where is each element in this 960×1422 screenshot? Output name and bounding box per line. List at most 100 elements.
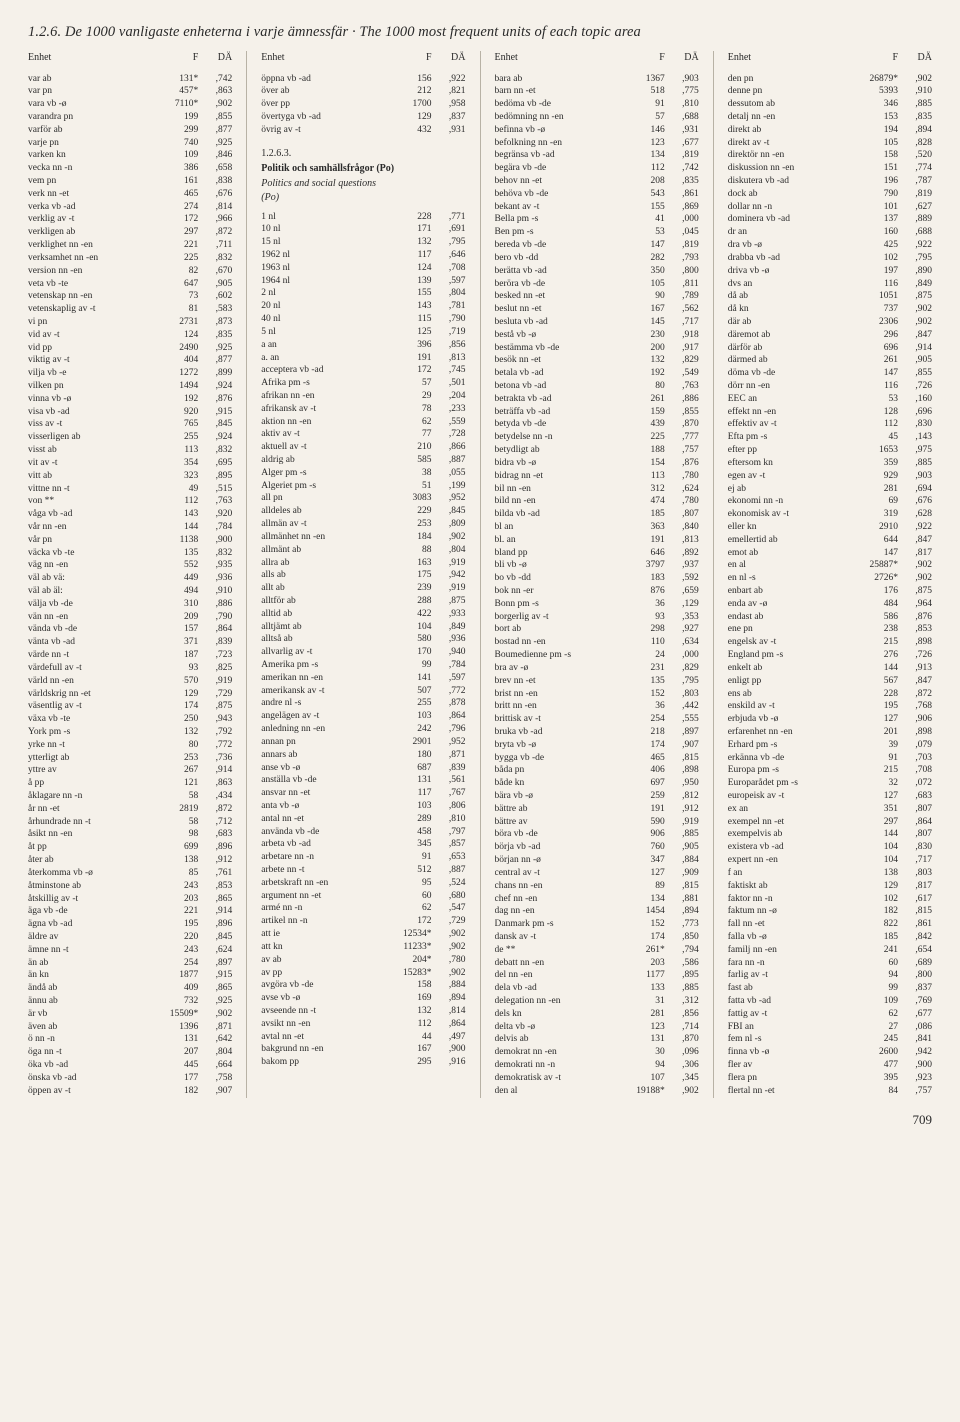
freq: 147 xyxy=(858,367,898,380)
freq: 174 xyxy=(625,931,665,944)
freq: 187 xyxy=(158,649,198,662)
da: ,902 xyxy=(432,941,466,954)
term: därför ab xyxy=(728,342,858,355)
term: angelägen av -t xyxy=(261,710,391,723)
freq: 1051 xyxy=(858,290,898,303)
data-row: bil nn -en312,624 xyxy=(495,483,699,496)
da: ,919 xyxy=(432,582,466,595)
data-row: anse vb -ø687,839 xyxy=(261,762,465,775)
data-row: anställa vb -de131,561 xyxy=(261,774,465,787)
term: denne pn xyxy=(728,85,858,98)
da: ,872 xyxy=(198,226,232,239)
term: f an xyxy=(728,867,858,880)
data-row: ännu ab732,925 xyxy=(28,995,232,1008)
da: ,767 xyxy=(432,787,466,800)
da: ,653 xyxy=(432,851,466,864)
freq: 45 xyxy=(858,431,898,444)
da: ,892 xyxy=(665,547,699,560)
term: egen av -t xyxy=(728,470,858,483)
da: ,583 xyxy=(198,303,232,316)
freq: 243 xyxy=(158,944,198,957)
data-row: bryta vb -ø174,907 xyxy=(495,739,699,752)
freq: 241 xyxy=(858,944,898,957)
freq: 409 xyxy=(158,982,198,995)
data-row: veta vb -te647,905 xyxy=(28,278,232,291)
da: ,832 xyxy=(198,547,232,560)
term: amerikansk av -t xyxy=(261,685,391,698)
freq: 2726* xyxy=(858,572,898,585)
data-row: därför ab696,914 xyxy=(728,342,932,355)
term: över ab xyxy=(261,85,391,98)
col3-header: Enhet F DÄ xyxy=(495,51,699,67)
da: ,906 xyxy=(898,713,932,726)
data-row: aldrig ab585,887 xyxy=(261,454,465,467)
term: värde nn -t xyxy=(28,649,158,662)
da: ,810 xyxy=(432,813,466,826)
term: dra vb -ø xyxy=(728,239,858,252)
da: ,549 xyxy=(665,367,699,380)
term: vända vb -de xyxy=(28,623,158,636)
data-row: diskutera vb -ad196,787 xyxy=(728,175,932,188)
freq: 2490 xyxy=(158,342,198,355)
term: dominera vb -ad xyxy=(728,213,858,226)
column-separator xyxy=(246,51,247,1098)
data-row: demokrati nn -n94,306 xyxy=(495,1059,699,1072)
term: fler av xyxy=(728,1059,858,1072)
term: amerikan nn -en xyxy=(261,672,391,685)
da: ,871 xyxy=(198,1021,232,1034)
term: dvs an xyxy=(728,278,858,291)
da: ,520 xyxy=(898,149,932,162)
freq: 129 xyxy=(858,880,898,893)
freq: 221 xyxy=(158,905,198,918)
freq: 151 xyxy=(858,162,898,175)
freq: 182 xyxy=(858,905,898,918)
data-row: döma vb -de147,855 xyxy=(728,367,932,380)
da: ,877 xyxy=(198,124,232,137)
term: avsikt nn -en xyxy=(261,1018,391,1031)
freq: 80 xyxy=(625,380,665,393)
data-row: 5 nl125,719 xyxy=(261,326,465,339)
freq: 156 xyxy=(392,73,432,86)
da: ,794 xyxy=(665,944,699,957)
freq: 295 xyxy=(392,1056,432,1069)
data-row: än kn1877,915 xyxy=(28,969,232,982)
term: en nl -s xyxy=(728,572,858,585)
data-row: varandra pn199,855 xyxy=(28,111,232,124)
term: varför ab xyxy=(28,124,158,137)
da: ,497 xyxy=(432,1031,466,1044)
term: Efta pm -s xyxy=(728,431,858,444)
freq: 172 xyxy=(392,364,432,377)
da: ,919 xyxy=(198,675,232,688)
data-row: 1962 nl117,646 xyxy=(261,249,465,262)
freq: 73 xyxy=(158,290,198,303)
term: alldeles ab xyxy=(261,505,391,518)
term: varje pn xyxy=(28,137,158,150)
term: bereda vb -de xyxy=(495,239,625,252)
data-row: bekant av -t155,869 xyxy=(495,201,699,214)
da: ,795 xyxy=(432,236,466,249)
freq: 363 xyxy=(625,521,665,534)
term: farlig av -t xyxy=(728,969,858,982)
data-row: bok nn -er876,659 xyxy=(495,585,699,598)
da: ,680 xyxy=(432,890,466,903)
col-header-enhet: Enhet xyxy=(28,51,158,65)
freq: 1454 xyxy=(625,905,665,918)
data-row: falla vb -ø185,842 xyxy=(728,931,932,944)
data-row: öka vb -ad445,664 xyxy=(28,1059,232,1072)
data-row: betydelse nn -n225,777 xyxy=(495,431,699,444)
da: ,871 xyxy=(432,749,466,762)
data-row: dag nn -en1454,894 xyxy=(495,905,699,918)
data-row: britt nn -en36,442 xyxy=(495,700,699,713)
data-row: av pp15283*,902 xyxy=(261,967,465,980)
freq: 259 xyxy=(625,790,665,803)
data-row: dominera vb -ad137,889 xyxy=(728,213,932,226)
da: ,900 xyxy=(898,1059,932,1072)
freq: 80 xyxy=(158,739,198,752)
data-row: bara ab1367,903 xyxy=(495,73,699,86)
freq: 1396 xyxy=(158,1021,198,1034)
da: ,817 xyxy=(898,880,932,893)
freq: 94 xyxy=(625,1059,665,1072)
freq: 371 xyxy=(158,636,198,649)
da: ,905 xyxy=(198,278,232,291)
da: ,931 xyxy=(665,124,699,137)
